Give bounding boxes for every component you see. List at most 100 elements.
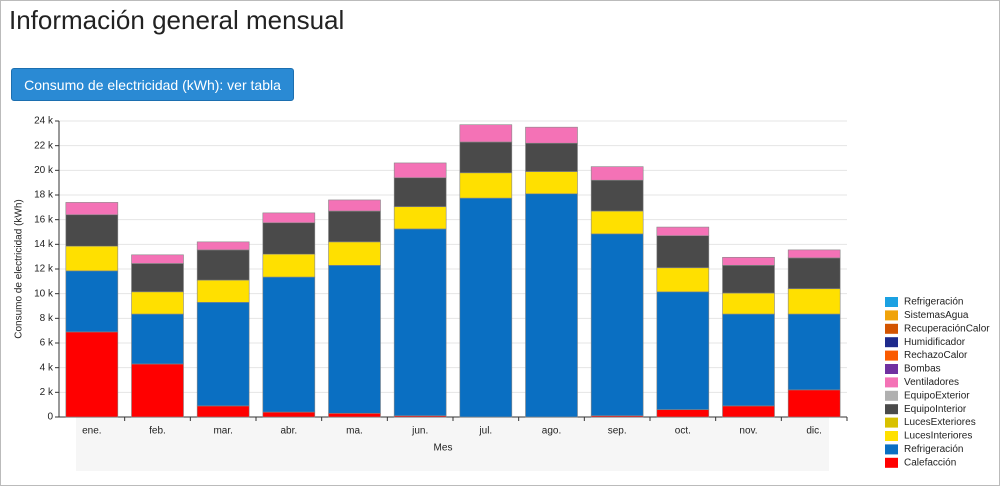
bar-segment (787, 313, 841, 391)
bar-segment (131, 313, 184, 365)
bar-segment (722, 313, 775, 407)
bar-segment (722, 292, 775, 315)
legend-swatch (885, 297, 898, 307)
bar-segment (328, 241, 381, 266)
legend-swatch (885, 404, 898, 415)
bar-segment (722, 264, 775, 294)
bar-segment (65, 270, 119, 333)
x-tick-label: jun. (411, 426, 428, 437)
y-tick-label: 18 k (34, 190, 54, 201)
bar-segment (459, 124, 513, 143)
bar-segment (328, 264, 381, 414)
x-tick-label: nov. (739, 426, 757, 437)
y-tick-label: 6 k (40, 338, 54, 349)
axis-background (76, 417, 829, 471)
bar-segment (525, 126, 578, 144)
y-tick-label: 16 k (34, 214, 54, 225)
bar-segment (656, 267, 710, 293)
legend-swatch (885, 457, 898, 468)
bar-segment (656, 409, 710, 418)
bar-segment (787, 249, 841, 259)
y-tick-label: 14 k (34, 239, 54, 250)
legend-label: LucesInteriores (904, 431, 972, 442)
x-tick-label: jul. (478, 426, 492, 437)
bar-segment (65, 245, 119, 272)
bar-segment (590, 210, 644, 235)
x-tick-label: ma. (346, 426, 363, 437)
legend-label: Humidificador (904, 337, 966, 348)
legend-swatch (885, 337, 898, 348)
bar-segment (131, 291, 184, 315)
legend-swatch (885, 390, 898, 401)
bar-segment (722, 405, 775, 418)
legend-swatch (885, 444, 898, 455)
legend-label: Refrigeración (904, 444, 963, 455)
page-title: Información general mensual (9, 5, 345, 35)
bar-segment (656, 235, 710, 269)
legend-swatch (885, 364, 898, 374)
bar-segment (131, 263, 184, 293)
bar-segment (459, 141, 513, 174)
x-tick-label: feb. (149, 426, 166, 437)
legend-label: LucesExteriores (904, 417, 976, 428)
bar-segment (196, 249, 250, 281)
bar-segment (393, 177, 447, 208)
bar-segment (459, 172, 513, 199)
legend-label: EquipoInterior (904, 404, 967, 415)
y-tick-label: 8 k (40, 313, 54, 324)
table-button[interactable]: Consumo de electricidad (kWh): ver tabla (11, 68, 294, 101)
bar-segment (590, 179, 644, 212)
y-tick-label: 12 k (34, 264, 54, 275)
x-tick-label: dic. (806, 426, 822, 437)
x-tick-label: sep. (608, 426, 627, 437)
bar-segment (787, 288, 841, 315)
bar-segment (65, 331, 119, 418)
y-tick-label: 0 (47, 412, 53, 423)
x-tick-label: oct. (675, 426, 691, 437)
bar-segment (393, 228, 447, 417)
bar-segment (262, 411, 316, 418)
legend-swatch (885, 377, 898, 388)
legend-swatch (885, 310, 898, 321)
legend-label: Ventiladores (904, 377, 959, 388)
bar-segment (787, 389, 841, 418)
legend-swatch (885, 417, 898, 428)
legend-label: Refrigeración (904, 297, 963, 308)
y-axis-label: Consumo de electricidad (kWh) (14, 199, 25, 339)
x-tick-label: ene. (82, 426, 101, 437)
legend-label: SistemasAgua (904, 310, 969, 321)
x-tick-label: abr. (280, 426, 297, 437)
legend-label: RecuperaciónCalor (904, 323, 990, 334)
bar-segment (656, 226, 710, 236)
bar-segment (328, 199, 381, 212)
legend-swatch (885, 323, 898, 334)
bar-segment (196, 301, 250, 407)
y-tick-label: 2 k (40, 387, 54, 398)
y-tick-label: 20 k (34, 165, 54, 176)
bar-segment (525, 142, 578, 172)
bar-segment (65, 202, 119, 216)
x-tick-label: mar. (213, 426, 232, 437)
bar-segment (196, 279, 250, 303)
bar-segment (262, 212, 316, 224)
bar-segment (787, 257, 841, 290)
legend-label: EquipoExterior (904, 390, 970, 401)
bar-segment (131, 363, 184, 418)
bar-segment (393, 206, 447, 230)
bar-segment (525, 193, 578, 418)
bar-segment (590, 233, 644, 417)
legend-label: Bombas (904, 364, 941, 375)
y-tick-label: 4 k (40, 362, 54, 373)
bar-segment (262, 222, 316, 255)
bar-segment (459, 197, 513, 418)
x-axis-label: Mes (434, 443, 453, 454)
bar-segment (196, 241, 250, 251)
legend-swatch (885, 350, 898, 361)
bar-segment (262, 276, 316, 413)
bar-segment (131, 254, 184, 264)
bar-segment (262, 253, 316, 278)
y-tick-label: 22 k (34, 140, 54, 151)
bar-segment (328, 412, 381, 418)
